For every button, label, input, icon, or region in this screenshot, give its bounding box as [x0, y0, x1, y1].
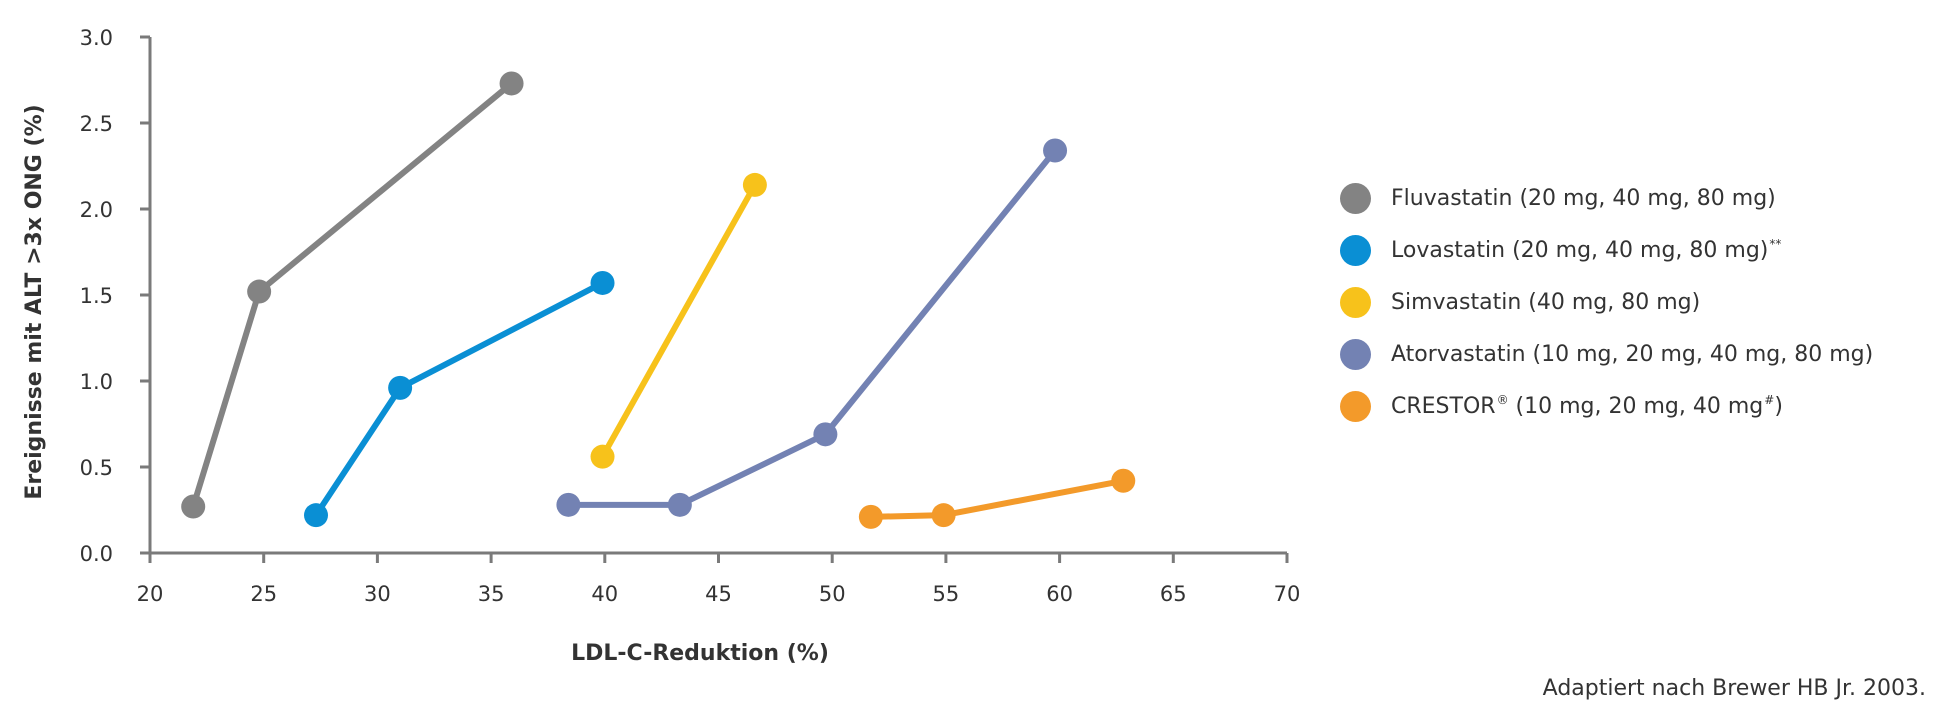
x-tick-label: 25: [250, 582, 277, 606]
series-5: [858, 468, 1136, 529]
y-tick-label: 2.5: [80, 112, 113, 136]
x-tick-label: 40: [591, 582, 618, 606]
data-point: [499, 71, 524, 96]
legend-label-text: Atorvastatin (10 mg, 20 mg, 40 mg, 80 mg…: [1391, 341, 1874, 367]
series-line: [313, 279, 606, 519]
data-point: [931, 503, 956, 528]
chart-axes: 0.0 0.5 1.0 1.5 2.0 2.5 3.0 20 25 30 35 40 45 50 55 60 6…: [80, 26, 1301, 606]
data-point: [247, 279, 272, 304]
x-tick-label: 50: [819, 582, 846, 606]
legend-label-text: Simvastatin (40 mg, 80 mg): [1391, 289, 1701, 315]
series-3: [590, 172, 767, 469]
legend-label-text: (10 mg, 20 mg, 40 mg: [1508, 394, 1764, 419]
x-axis-title: LDL-C-Reduktion (%): [571, 641, 829, 666]
series-4: [556, 138, 1068, 517]
series-line: [565, 147, 1059, 508]
y-tick-label: 3.0: [80, 26, 113, 50]
legend-marker: [1340, 182, 1371, 214]
legend-label-superscript: ®: [1496, 393, 1509, 407]
legend-marker: [1340, 234, 1371, 266]
y-tick-label: 1.0: [80, 370, 113, 394]
data-point: [1111, 468, 1136, 493]
chart-legend: Fluvastatin (20 mg, 40 mg, 80 mg) Lovasta…: [1340, 172, 1873, 432]
data-point: [181, 494, 206, 519]
series-layer: [181, 71, 1136, 529]
y-axis-title: Ereignisse mit ALT >3x ONG (%): [22, 104, 47, 499]
x-tick-label: 65: [1160, 582, 1187, 606]
legend-label: Fluvastatin (20 mg, 40 mg, 80 mg): [1391, 186, 1776, 211]
x-tick-label: 20: [137, 582, 164, 606]
series-1: [181, 71, 524, 519]
x-tick-label: 55: [933, 582, 960, 606]
series-2: [304, 270, 615, 528]
legend-item: Simvastatin (40 mg, 80 mg): [1340, 276, 1873, 328]
x-tick-label: 30: [364, 582, 391, 606]
y-tick-label: 1.5: [80, 284, 113, 308]
y-tick-label: 2.0: [80, 198, 113, 222]
legend-label: Lovastatin (20 mg, 40 mg, 80 mg)**: [1391, 237, 1781, 263]
legend-item: CRESTOR® (10 mg, 20 mg, 40 mg#): [1340, 380, 1873, 432]
series-line: [599, 181, 758, 460]
legend-item: Atorvastatin (10 mg, 20 mg, 40 mg, 80 mg…: [1340, 328, 1873, 380]
x-tick-label: 35: [478, 582, 505, 606]
legend-marker: [1340, 390, 1371, 422]
legend-label-superscript: #: [1764, 393, 1775, 407]
legend-item: Fluvastatin (20 mg, 40 mg, 80 mg): [1340, 172, 1873, 224]
legend-label-text: Lovastatin (20 mg, 40 mg, 80 mg): [1391, 238, 1769, 263]
legend-label: Simvastatin (40 mg, 80 mg): [1391, 290, 1700, 315]
x-tick-label: 60: [1046, 582, 1073, 606]
data-point: [590, 270, 615, 295]
legend-label-superscript: **: [1769, 237, 1782, 251]
data-point: [742, 172, 767, 197]
legend-label-text: CRESTOR: [1391, 394, 1496, 419]
legend-marker: [1340, 286, 1371, 318]
legend-label-text: Fluvastatin (20 mg, 40 mg, 80 mg): [1391, 185, 1776, 211]
legend-marker: [1340, 338, 1371, 370]
legend-item: Lovastatin (20 mg, 40 mg, 80 mg)**: [1340, 224, 1873, 276]
legend-label-text: ): [1774, 394, 1783, 419]
y-tick-label: 0.5: [80, 456, 113, 480]
data-point: [1043, 138, 1068, 163]
legend-label: Atorvastatin (10 mg, 20 mg, 40 mg, 80 mg…: [1391, 342, 1873, 367]
data-point: [556, 492, 581, 517]
series-line: [190, 80, 515, 510]
data-point: [667, 492, 692, 517]
y-tick-label: 0.0: [80, 542, 113, 566]
legend-label: CRESTOR® (10 mg, 20 mg, 40 mg#): [1391, 393, 1783, 419]
data-point: [304, 503, 329, 528]
data-point: [813, 422, 838, 447]
source-note: Adaptiert nach Brewer HB Jr. 2003.: [1542, 676, 1926, 701]
x-tick-label: 45: [705, 582, 732, 606]
data-point: [858, 504, 883, 529]
series-line: [867, 477, 1127, 520]
x-tick-label: 70: [1274, 582, 1301, 606]
data-point: [590, 444, 615, 469]
data-point: [388, 375, 413, 400]
